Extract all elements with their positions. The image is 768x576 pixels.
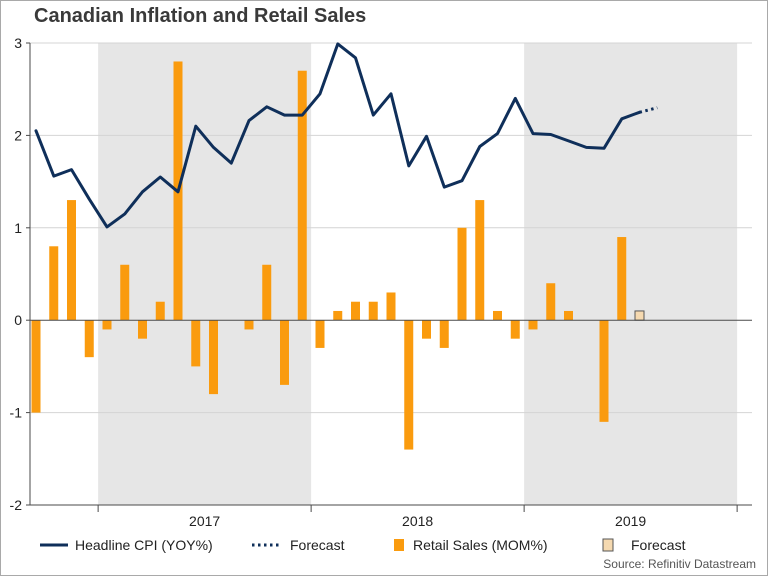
retail-bar: [493, 310, 502, 321]
legend-forecast-bar-label: Forecast: [631, 537, 686, 553]
retail-bar: [599, 320, 609, 422]
retail-bar: [564, 310, 573, 321]
retail-bar: [155, 301, 165, 321]
retail-bar: [280, 320, 289, 385]
retail-bar: [528, 320, 538, 330]
y-tick-label: -1: [10, 405, 23, 421]
retail-bar: [31, 320, 41, 413]
retail-bar: [84, 320, 94, 358]
cpi-line: [34, 42, 641, 229]
y-tick-label: -2: [10, 497, 23, 513]
retail-bar: [67, 200, 76, 321]
shade-2017: [98, 43, 312, 505]
retail-bar: [617, 237, 627, 321]
legend-forecast-line-label: Forecast: [290, 537, 345, 553]
retail-bar: [510, 320, 520, 339]
year-label-2017: 2017: [189, 513, 220, 529]
retail-bar: [191, 320, 201, 367]
shade-2019: [524, 43, 738, 505]
retail-bar: [457, 227, 467, 321]
chart-title: Canadian Inflation and Retail Sales: [34, 5, 367, 27]
retail-bar: [386, 292, 396, 321]
retail-bar: [244, 320, 254, 330]
y-tick-label: 3: [14, 35, 22, 51]
retail-bar: [102, 320, 112, 330]
retail-bar: [333, 310, 343, 321]
legend-retail-label: Retail Sales (MOM%): [413, 537, 548, 553]
retail-bar: [262, 264, 272, 321]
retail-bar: [209, 320, 218, 395]
forecast-bar: [634, 310, 645, 321]
y-axis-ticks: -2 -1 0 1 2 3: [10, 35, 23, 513]
retail-bar: [351, 301, 360, 321]
retail-bar: [422, 320, 431, 339]
x-axis-year-labels: 2017 2018 2019: [189, 513, 646, 529]
retail-bar: [120, 264, 130, 321]
legend-retail-swatch: [394, 539, 404, 551]
y-tick-label: 1: [14, 220, 22, 236]
legend: Headline CPI (YOY%) Forecast Retail Sales …: [40, 537, 686, 553]
retail-bar: [138, 320, 147, 339]
year-label-2019: 2019: [615, 513, 646, 529]
legend-cpi-label: Headline CPI (YOY%): [75, 537, 213, 553]
y-tick-label: 2: [14, 127, 22, 143]
y-tick-label: 0: [14, 312, 22, 328]
retail-bar: [315, 320, 325, 348]
axes: [26, 42, 752, 512]
source-note: Source: Refinitiv Datastream: [603, 557, 756, 571]
cpi-lines: [34, 42, 658, 229]
retail-bar: [439, 320, 449, 348]
retail-bar: [404, 320, 414, 450]
retail-bar: [49, 246, 59, 321]
retail-bar: [368, 301, 378, 321]
year-shading: [98, 43, 738, 505]
retail-bar: [475, 200, 485, 321]
retail-bar: [297, 70, 307, 321]
retail-bar: [546, 283, 556, 321]
year-label-2018: 2018: [402, 513, 433, 529]
legend-forecast-bar-swatch: [602, 538, 614, 552]
